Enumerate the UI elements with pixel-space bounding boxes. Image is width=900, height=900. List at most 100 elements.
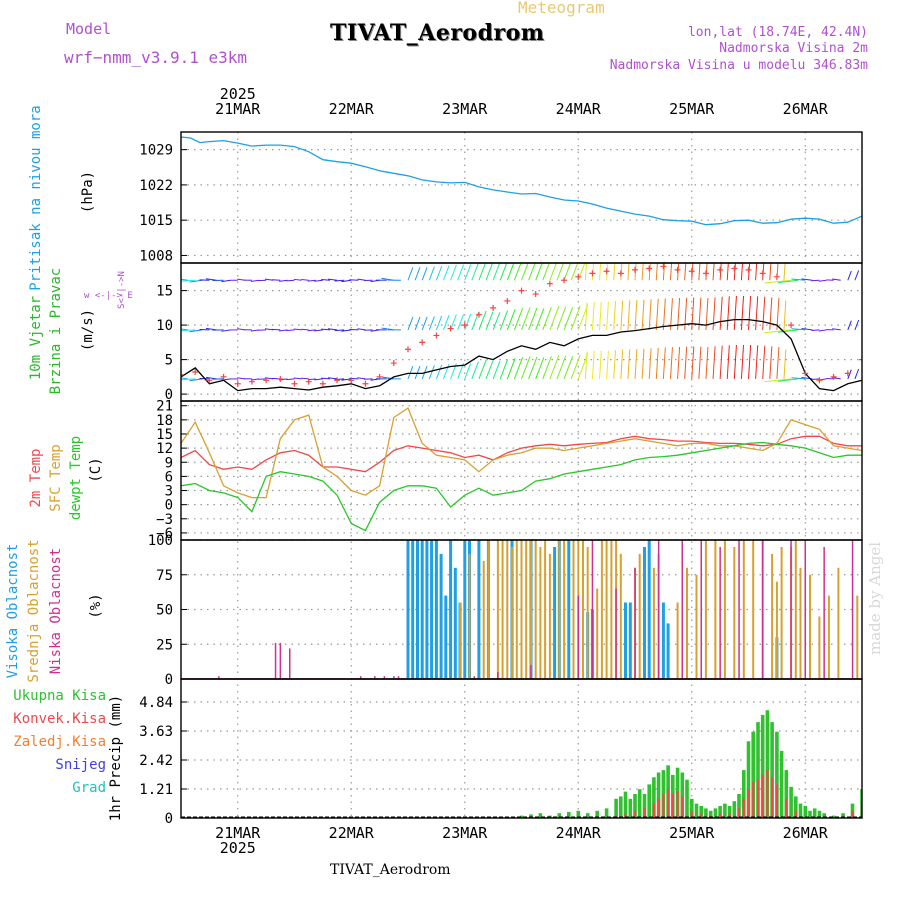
bar-konvek-kisa (662, 794, 665, 818)
wind-arrow (271, 328, 281, 331)
wind-arrow (414, 316, 421, 331)
gust-marker (433, 332, 440, 339)
bar-ukupna-kisa (737, 794, 741, 818)
wind-arrow (677, 346, 681, 379)
bar-konvek-kisa (771, 777, 774, 818)
bar-visoka-oblacnost (628, 602, 632, 679)
bar-ukupna-kisa (699, 806, 703, 818)
bar-visoka-oblacnost (624, 602, 627, 679)
bar-srednja-oblacnost (799, 567, 802, 679)
bar-ukupna-kisa (789, 786, 793, 818)
wind-arrow (769, 346, 773, 379)
wind-arrow (847, 369, 852, 380)
wind-arrow (584, 302, 588, 330)
wind-arrow (521, 263, 529, 281)
gust-marker (646, 265, 653, 272)
bar-konvek-kisa (700, 813, 703, 818)
bar-konvek-kisa (643, 808, 646, 818)
wind-arrow (428, 266, 435, 281)
bar-ukupna-kisa (822, 813, 826, 818)
bar-konvek-kisa (870, 794, 872, 818)
y-tick-label: 1015 (139, 213, 173, 229)
bar-srednja-oblacnost (827, 595, 830, 679)
wind-arrow (691, 263, 694, 281)
wind-arrow (542, 307, 552, 331)
wind-arrow (549, 263, 557, 281)
bar-ukupna-kisa (770, 722, 774, 818)
gust-marker (419, 339, 426, 346)
wind-arrow (181, 329, 196, 332)
wind-unit: (m/s) (80, 309, 96, 351)
y-tick-label: 1029 (139, 143, 173, 159)
bar-ukupna-kisa (794, 796, 798, 818)
y-tick-label: 1.21 (139, 782, 173, 798)
gust-marker (334, 377, 341, 384)
wind-arrow (764, 279, 792, 284)
bar-niska-oblacnost (761, 540, 764, 679)
bar-srednja-oblacnost (548, 553, 551, 679)
wind-arrow (485, 263, 494, 281)
bar-ukupna-kisa (775, 731, 779, 818)
watermark: made by Angel (866, 541, 884, 655)
bar-srednja-oblacnost (856, 595, 859, 679)
bar-srednja-oblacnost (714, 540, 717, 679)
wind-arrow (606, 301, 609, 330)
wind-arrow (464, 362, 472, 380)
wind-arrow (189, 378, 203, 382)
wind-arrow (591, 350, 595, 379)
gust-marker (181, 371, 184, 378)
wind-arrow (613, 263, 616, 281)
wind-arrow (769, 263, 772, 281)
bar-srednja-oblacnost (468, 553, 471, 679)
bar-visoka-oblacnost (434, 540, 438, 679)
wind-arrow (414, 365, 421, 380)
wind-arrow (521, 356, 531, 380)
wind-arrow (464, 313, 472, 331)
gust-marker (248, 378, 255, 385)
gust-marker (234, 380, 241, 387)
bar-srednja-oblacnost (733, 547, 736, 679)
bar-konvek-kisa (737, 808, 741, 818)
bar-srednja-oblacnost (572, 540, 575, 679)
gust-marker (532, 291, 539, 298)
bar-srednja-oblacnost (652, 567, 655, 679)
wind-arrow (854, 319, 860, 331)
gust-marker (461, 322, 468, 329)
wind-arrow (341, 279, 352, 283)
y-tick-label: 0 (165, 387, 173, 403)
bar-visoka-oblacnost (661, 602, 665, 679)
bar-niska-oblacnost (615, 588, 617, 679)
wind-arrow (719, 296, 723, 330)
y-tick-label: 2.42 (139, 753, 173, 769)
bar-srednja-oblacnost (544, 540, 547, 679)
gust-marker (617, 270, 624, 277)
wind-arrow (181, 279, 182, 281)
series-line-mslp (181, 136, 862, 226)
bar-srednja-oblacnost (809, 574, 811, 679)
bar-konvek-kisa (633, 810, 637, 818)
wind-arrow (301, 328, 309, 331)
bar-ukupna-kisa (746, 741, 751, 818)
wind-arrow (528, 307, 538, 331)
wind-label-2: Brzina i Pravac (48, 268, 64, 394)
bar-niska-oblacnost (289, 648, 291, 679)
bar-visoka-oblacnost (647, 540, 651, 679)
y-tick-label: 3.63 (139, 724, 173, 740)
bar-konvek-kisa (657, 798, 660, 818)
gust-marker (589, 270, 596, 277)
gust-marker (844, 370, 851, 377)
bar-ukupna-kisa (538, 813, 543, 818)
precip-legend-item: Snijeg (55, 757, 106, 773)
bar-ukupna-kisa (619, 796, 623, 818)
bar-srednja-oblacnost (610, 540, 613, 679)
bar-srednja-oblacnost (723, 540, 726, 679)
wind-arrow (662, 263, 665, 281)
wind-arrow (655, 298, 659, 330)
mid-cloud-label: Srednja Oblacnost (26, 539, 42, 682)
panel-frame (180, 131, 863, 264)
y-tick-label: 12 (156, 441, 173, 457)
wind-arrow (506, 358, 516, 380)
wind-arrow (464, 264, 472, 281)
bar-ukupna-kisa (803, 806, 808, 818)
bar-ukupna-kisa (633, 794, 637, 818)
